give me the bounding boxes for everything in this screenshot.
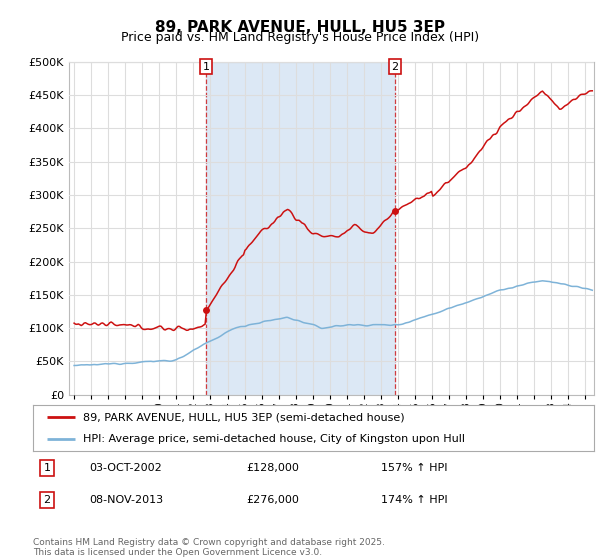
Bar xyxy=(206,62,395,395)
Text: 2: 2 xyxy=(392,62,398,72)
Text: HPI: Average price, semi-detached house, City of Kingston upon Hull: HPI: Average price, semi-detached house,… xyxy=(83,435,466,444)
Text: Contains HM Land Registry data © Crown copyright and database right 2025.
This d: Contains HM Land Registry data © Crown c… xyxy=(33,538,385,557)
Text: 174% ↑ HPI: 174% ↑ HPI xyxy=(381,495,448,505)
Text: £128,000: £128,000 xyxy=(246,463,299,473)
Text: 89, PARK AVENUE, HULL, HU5 3EP: 89, PARK AVENUE, HULL, HU5 3EP xyxy=(155,20,445,35)
Text: 157% ↑ HPI: 157% ↑ HPI xyxy=(381,463,448,473)
Text: 89, PARK AVENUE, HULL, HU5 3EP (semi-detached house): 89, PARK AVENUE, HULL, HU5 3EP (semi-det… xyxy=(83,412,405,422)
Text: £276,000: £276,000 xyxy=(246,495,299,505)
Text: 1: 1 xyxy=(44,463,50,473)
Text: Price paid vs. HM Land Registry's House Price Index (HPI): Price paid vs. HM Land Registry's House … xyxy=(121,31,479,44)
Text: 1: 1 xyxy=(203,62,210,72)
Text: 08-NOV-2013: 08-NOV-2013 xyxy=(89,495,163,505)
Text: 2: 2 xyxy=(43,495,50,505)
Text: 03-OCT-2002: 03-OCT-2002 xyxy=(89,463,162,473)
